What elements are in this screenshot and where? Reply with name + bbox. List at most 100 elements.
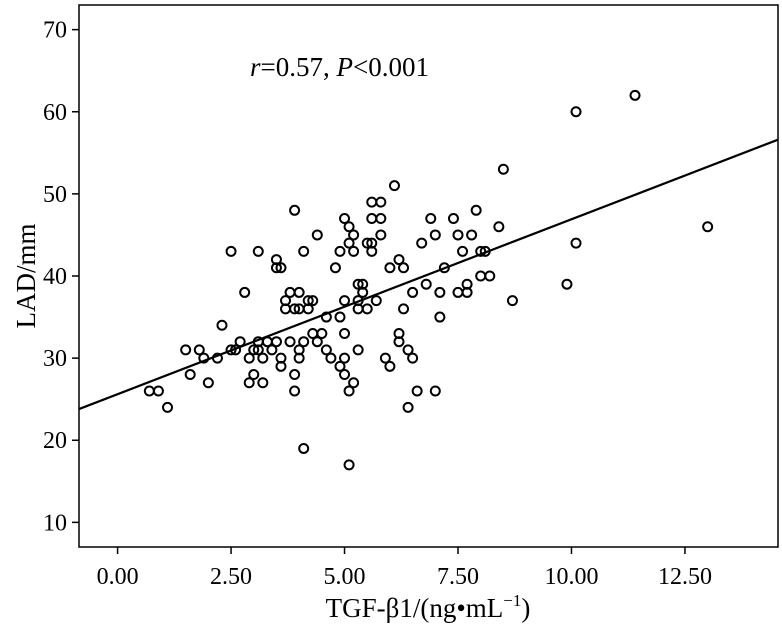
data-point (257, 377, 269, 389)
correlation-annotation: r=0.57, P<0.001 (250, 52, 429, 82)
data-point (293, 286, 305, 298)
data-point (479, 245, 491, 257)
x-axis-title-main: TGF-β1/(ng•mL (326, 593, 504, 623)
y-tick-label: 10 (43, 510, 67, 536)
data-points (143, 89, 714, 471)
y-axis-title: LAD/mm (11, 224, 41, 329)
p-value: <0.001 (353, 52, 429, 82)
plot-frame (78, 4, 779, 548)
data-point (366, 237, 378, 249)
data-point (325, 352, 337, 364)
x-axis-title-superscript: −1 (503, 591, 521, 610)
data-point (398, 303, 410, 315)
data-point (411, 385, 423, 397)
data-point (461, 278, 473, 290)
data-point (193, 344, 205, 356)
data-point (339, 327, 351, 339)
data-point (475, 270, 487, 282)
data-point (329, 262, 341, 274)
data-point (425, 213, 437, 225)
data-point (270, 336, 282, 348)
data-point (311, 229, 323, 241)
r-symbol: r (250, 52, 261, 82)
data-point (234, 336, 246, 348)
data-point (248, 344, 260, 356)
data-point (298, 442, 310, 454)
data-point (497, 163, 509, 175)
data-point (230, 344, 242, 356)
data-point (334, 311, 346, 323)
y-tick-label: 50 (43, 182, 67, 208)
data-point (143, 385, 155, 397)
data-point (252, 245, 264, 257)
data-point (384, 360, 396, 372)
data-point (275, 360, 287, 372)
data-point (298, 245, 310, 257)
x-axis-ticks: 0.00 2.50 5.00 7.50 10.00 12.50 (97, 547, 712, 590)
data-point (407, 352, 419, 364)
data-point (434, 286, 446, 298)
data-point (266, 344, 278, 356)
data-point (366, 196, 378, 208)
data-point (216, 319, 228, 331)
data-point (211, 352, 223, 364)
data-point (402, 401, 414, 413)
y-tick-label: 30 (43, 346, 67, 372)
x-tick-label: 12.50 (658, 564, 712, 590)
data-point (438, 262, 450, 274)
data-point (452, 286, 464, 298)
data-point (311, 336, 323, 348)
data-point (348, 377, 360, 389)
data-point (289, 385, 301, 397)
data-point (357, 286, 369, 298)
data-point (289, 204, 301, 216)
data-point (284, 286, 296, 298)
data-point (379, 352, 391, 364)
data-point (570, 237, 582, 249)
x-axis-title-close: ) (521, 593, 530, 623)
y-tick-label: 70 (43, 18, 67, 44)
data-point (484, 270, 496, 282)
data-point (198, 352, 210, 364)
data-point (334, 360, 346, 372)
data-point (352, 344, 364, 356)
data-point (239, 286, 251, 298)
x-tick-label: 7.50 (437, 564, 479, 590)
regression-line (78, 138, 779, 411)
x-axis-title: TGF-β1/(ng•mL−1) (326, 591, 531, 623)
data-point (434, 311, 446, 323)
data-point (570, 106, 582, 118)
y-tick-label: 40 (43, 264, 67, 290)
data-point (343, 459, 355, 471)
data-point (629, 89, 641, 101)
data-point (225, 245, 237, 257)
x-tick-label: 0.00 (97, 564, 139, 590)
data-point (334, 245, 346, 257)
data-point (289, 303, 301, 315)
data-point (388, 180, 400, 192)
x-tick-label: 2.50 (210, 564, 252, 590)
data-point (275, 262, 287, 274)
data-point (339, 352, 351, 364)
data-point (506, 295, 518, 307)
p-symbol: P (336, 52, 354, 82)
data-point (361, 303, 373, 315)
data-point (493, 221, 505, 233)
data-point (452, 229, 464, 241)
data-point (407, 286, 419, 298)
x-tick-label: 10.00 (544, 564, 598, 590)
data-point (202, 377, 214, 389)
data-point (225, 344, 237, 356)
r-value: =0.57, (261, 52, 337, 82)
y-tick-label: 20 (43, 428, 67, 454)
data-point (316, 327, 328, 339)
data-point (339, 295, 351, 307)
data-point (293, 344, 305, 356)
data-point (284, 336, 296, 348)
data-point (416, 237, 428, 249)
data-point (289, 369, 301, 381)
data-point (393, 254, 405, 266)
data-point (429, 385, 441, 397)
data-point (384, 262, 396, 274)
